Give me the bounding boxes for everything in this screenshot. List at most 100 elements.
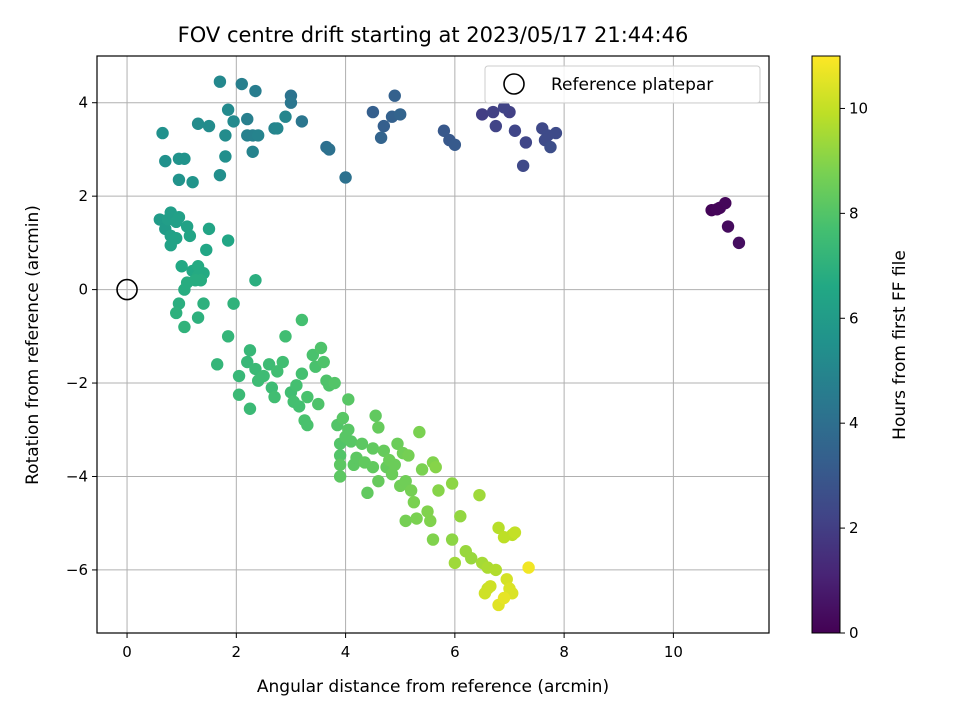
data-point <box>279 110 292 123</box>
data-point <box>492 521 505 535</box>
data-point <box>410 512 423 525</box>
colorbar: 0 2 4 6 8 10 Hours from first FF file <box>811 55 910 642</box>
data-point <box>437 124 451 137</box>
data-point <box>271 365 284 378</box>
data-point <box>432 484 445 497</box>
data-point <box>399 514 412 528</box>
data-point <box>246 145 259 158</box>
colorbar-label: Hours from first FF file <box>890 250 910 440</box>
data-point <box>301 418 314 432</box>
data-point <box>178 152 191 165</box>
x-tick-label: 6 <box>450 643 460 661</box>
data-point <box>549 126 563 140</box>
data-point <box>508 526 522 539</box>
data-points <box>153 75 746 612</box>
data-point <box>284 96 298 109</box>
data-point <box>544 140 557 154</box>
data-point <box>328 376 341 390</box>
data-point <box>189 274 202 287</box>
data-point <box>336 411 350 425</box>
colorbar-tick-label: 10 <box>849 99 868 117</box>
x-tick-label: 10 <box>664 643 683 661</box>
data-point <box>191 311 205 324</box>
data-point <box>221 103 235 116</box>
data-point <box>377 119 391 133</box>
data-point <box>295 367 309 380</box>
data-point <box>342 423 355 436</box>
data-point <box>172 210 186 224</box>
data-point <box>202 222 216 236</box>
data-point <box>721 220 735 233</box>
data-point <box>732 236 746 250</box>
y-tick-label: 2 <box>78 187 88 205</box>
data-point <box>355 437 369 450</box>
data-point <box>508 124 522 137</box>
legend-box <box>484 65 761 104</box>
y-tick-label: −4 <box>66 467 88 485</box>
data-point <box>407 495 421 509</box>
data-point <box>445 533 459 546</box>
y-tick-label: 0 <box>78 281 88 299</box>
data-point <box>377 444 391 457</box>
data-point <box>279 330 292 343</box>
data-point <box>404 484 418 497</box>
data-point <box>235 77 248 91</box>
x-tick-label: 0 <box>122 643 132 661</box>
data-point <box>175 260 188 273</box>
data-point <box>172 173 186 187</box>
data-point <box>178 283 191 296</box>
data-point <box>295 115 309 128</box>
data-point <box>522 561 535 574</box>
y-tick-label: −2 <box>66 374 88 392</box>
colorbar-tick-label: 8 <box>849 204 859 222</box>
data-point <box>361 486 374 500</box>
data-point <box>186 175 199 189</box>
data-point <box>202 119 216 133</box>
data-point <box>465 552 478 565</box>
data-point <box>312 397 325 411</box>
data-point <box>295 313 309 327</box>
data-point <box>292 400 306 413</box>
data-point <box>232 388 246 401</box>
data-point <box>369 409 382 422</box>
data-point <box>402 449 415 462</box>
data-point <box>265 381 279 394</box>
data-point <box>500 573 513 586</box>
data-point <box>333 470 347 483</box>
data-point <box>191 117 205 130</box>
data-point <box>372 474 385 488</box>
reference-platepar-marker <box>116 278 138 301</box>
data-point <box>333 458 347 472</box>
data-point <box>342 393 355 406</box>
data-point <box>249 362 262 376</box>
data-point <box>213 168 227 182</box>
data-point <box>486 105 500 119</box>
x-tick-label: 8 <box>559 643 569 661</box>
data-point <box>178 320 191 334</box>
data-point <box>241 112 254 126</box>
data-point <box>372 421 385 434</box>
data-point <box>478 587 492 600</box>
data-point <box>219 150 232 163</box>
data-point <box>314 341 328 355</box>
data-point <box>183 229 197 243</box>
data-point <box>429 460 442 474</box>
data-point <box>276 355 289 369</box>
data-point <box>388 458 401 472</box>
data-point <box>251 129 265 142</box>
x-axis: 0 2 4 6 8 10 <box>122 633 683 661</box>
data-point <box>268 390 281 404</box>
data-point <box>333 449 347 462</box>
data-point <box>366 105 380 119</box>
data-point <box>301 390 314 404</box>
data-point <box>227 297 240 310</box>
plot-frame <box>96 55 770 634</box>
data-point <box>475 108 489 121</box>
data-point <box>249 274 262 287</box>
data-point <box>227 115 240 128</box>
data-point <box>271 122 284 135</box>
data-point <box>448 138 462 151</box>
y-axis-label: Rotation from reference (arcmin) <box>23 205 43 485</box>
data-point <box>200 243 213 257</box>
x-tick-label: 2 <box>232 643 242 661</box>
